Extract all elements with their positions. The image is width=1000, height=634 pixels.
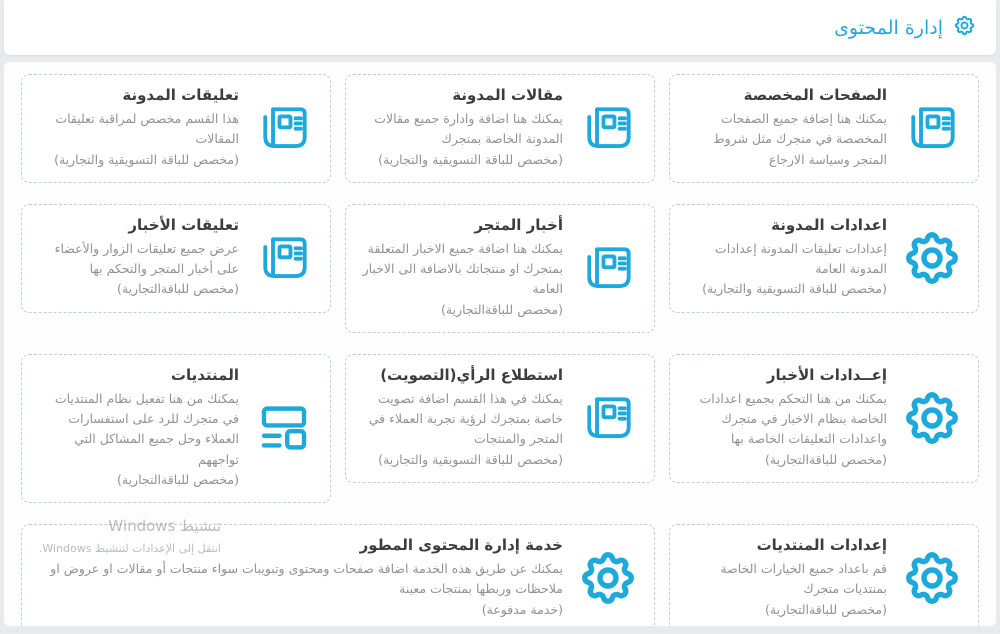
gear-icon (953, 14, 976, 41)
card-package-note: (مخصص للباقةالتجارية) (117, 471, 239, 487)
forum-icon (252, 397, 316, 459)
page-title: إدارة المحتوى (834, 16, 943, 39)
card-package-note: (مخصص للباقة التسويقية والتجارية) (378, 151, 563, 167)
newspaper-icon (252, 97, 316, 159)
card-title: خدمة إدارة المحتوى المطور (359, 536, 563, 554)
card-text: تعليقات المدونة هذا القسم مخصص لمراقبة ت… (36, 86, 239, 170)
card-package-note: (مخصص للباقةالتجارية) (117, 281, 239, 297)
card-title: مقالات المدونة (452, 86, 563, 104)
card-text: الصفحات المخصصة يمكنك هنا إضافة جميع الص… (684, 86, 887, 170)
page-header: إدارة المحتوى (4, 0, 996, 55)
card-description: يمكنك من هنا التحكم بجميع اعدادات الخاصة… (699, 390, 887, 447)
card-advanced-cms[interactable]: خدمة إدارة المحتوى المطور يمكنك عن طريق … (21, 524, 655, 626)
card-package-note: (خدمة مدفوعة) (481, 601, 563, 617)
content-panel: الصفحات المخصصة يمكنك هنا إضافة جميع الص… (4, 62, 996, 626)
card-package-note: (مخصص للباقة التسويقية والتجارية) (702, 281, 887, 297)
card-news-settings[interactable]: إعــدادات الأخبار يمكنك من هنا التحكم بج… (669, 353, 979, 483)
card-text: تعليقات الأخبار عرض جميع تعليقات الزوار … (36, 216, 239, 300)
card-custom-pages[interactable]: الصفحات المخصصة يمكنك هنا إضافة جميع الص… (669, 74, 979, 183)
card-title: تعليقات المدونة (122, 86, 239, 104)
newspaper-icon (576, 237, 640, 299)
card-package-note: (مخصص للباقة التسويقية والتجارية) (54, 151, 239, 167)
card-text: إعدادات المنتديات قم باعداد جميع الخيارا… (684, 536, 887, 620)
card-description: يمكنك عن طريق هذه الخدمة اضافة صفحات ومح… (50, 561, 563, 597)
card-description: يمكنك هنا اضافة وادارة جميع مقالات المدو… (374, 111, 563, 147)
card-text: استطلاع الرأي(التصويت) يمكنك في هذا القس… (360, 366, 563, 470)
card-package-note: (مخصص للباقةالتجارية) (441, 301, 563, 317)
card-description: إعدادات تعليقات المدونة إعدادات المدونة … (714, 240, 887, 276)
card-package-note: (مخصص للباقةالتجارية) (765, 451, 887, 467)
card-description: يمكنك في هذا القسم اضافة تصويت خاصة بمتج… (368, 390, 563, 447)
card-text: أخبار المتجر يمكنك هنا اضافة جميع الاخبا… (360, 216, 563, 320)
gear-icon (900, 387, 964, 449)
newspaper-icon (252, 227, 316, 289)
card-news-comments[interactable]: تعليقات الأخبار عرض جميع تعليقات الزوار … (21, 203, 331, 313)
newspaper-icon (576, 97, 640, 159)
card-title: الصفحات المخصصة (743, 86, 887, 104)
card-text: المنتديات يمكنك من هنا تفعيل نظام المنتد… (36, 366, 239, 490)
card-description: هذا القسم مخصص لمراقبة تعليقات المقالات (55, 111, 239, 147)
card-title: اعدادات المدونة (771, 215, 887, 234)
newspaper-icon (900, 97, 964, 159)
gear-icon (900, 227, 964, 289)
card-blog-settings[interactable]: اعدادات المدونة إعدادات تعليقات المدونة … (669, 203, 979, 313)
card-forum-settings[interactable]: إعدادات المنتديات قم باعداد جميع الخيارا… (669, 524, 979, 626)
card-title: إعــدادات الأخبار (766, 365, 887, 384)
card-title: أخبار المتجر (474, 215, 563, 234)
card-package-note: (مخصص للباقةالتجارية) (765, 601, 887, 617)
card-blog-comments[interactable]: تعليقات المدونة هذا القسم مخصص لمراقبة ت… (21, 74, 331, 183)
card-forums[interactable]: المنتديات يمكنك من هنا تفعيل نظام المنتد… (21, 353, 331, 503)
card-blog-articles[interactable]: مقالات المدونة يمكنك هنا اضافة وادارة جم… (345, 74, 655, 183)
card-description: يمكنك هنا اضافة جميع الاخبار المتعلقة بم… (362, 240, 563, 297)
card-polls[interactable]: استطلاع الرأي(التصويت) يمكنك في هذا القس… (345, 353, 655, 483)
card-text: إعــدادات الأخبار يمكنك من هنا التحكم بج… (684, 366, 887, 470)
card-description: يمكنك هنا إضافة جميع الصفحات المخصصة في … (713, 111, 887, 167)
card-title: إعدادات المنتديات (756, 536, 887, 554)
card-title: تعليقات الأخبار (128, 215, 239, 234)
gear-icon (900, 547, 964, 609)
card-description: عرض جميع تعليقات الزوار والأعضاء على أخب… (54, 240, 239, 276)
cards-grid: الصفحات المخصصة يمكنك هنا إضافة جميع الص… (21, 74, 979, 626)
newspaper-icon (576, 387, 640, 449)
card-description: يمكنك من هنا تفعيل نظام المنتديات في متج… (54, 390, 239, 467)
card-text: اعدادات المدونة إعدادات تعليقات المدونة … (684, 216, 887, 300)
card-title: استطلاع الرأي(التصويت) (380, 365, 563, 384)
card-text: مقالات المدونة يمكنك هنا اضافة وادارة جم… (360, 86, 563, 170)
card-text: خدمة إدارة المحتوى المطور يمكنك عن طريق … (36, 536, 563, 620)
gear-icon (576, 547, 640, 609)
card-store-news[interactable]: أخبار المتجر يمكنك هنا اضافة جميع الاخبا… (345, 203, 655, 333)
card-description: قم باعداد جميع الخيارات الخاصة بمنتديات … (720, 561, 887, 597)
card-package-note: (مخصص للباقة التسويقية والتجارية) (378, 451, 563, 467)
card-title: المنتديات (170, 365, 239, 384)
